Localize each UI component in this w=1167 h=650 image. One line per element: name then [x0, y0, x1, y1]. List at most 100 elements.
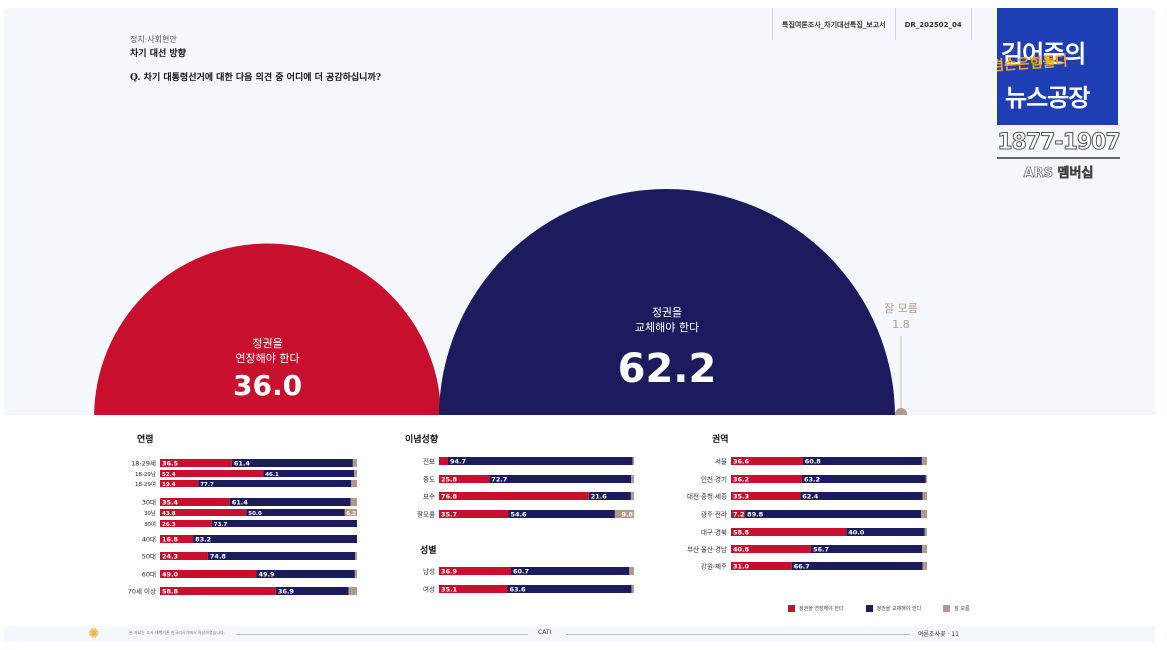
bar-seg-0 — [160, 480, 199, 487]
bar-value-1: 61.4 — [232, 498, 249, 506]
page-footer: ✺ 본 자료는 조사 대행기관 한국리서치에서 작성하였습니다. CATI 여론… — [4, 626, 1155, 642]
bar-value-0: 36.5 — [162, 459, 179, 467]
bars-region: 서울 36.6 60.8 인천·경기 36.2 63.2 대전·충청·세종 35.3 62.4 광… — [687, 457, 927, 571]
bar-label: 18-29남 — [135, 470, 156, 478]
bar-row-age-1: 18-29남 52.4 46.1 — [135, 470, 357, 478]
bar-value-1: 36.9 — [278, 587, 295, 595]
sun-logo-icon: ✺ — [88, 626, 100, 642]
legend-item-extend: 정권을 연장해야 한다 — [788, 605, 844, 612]
bar-value-2: 9.8 — [621, 510, 633, 518]
page-number: 여론조사꽃 · 11 — [918, 631, 959, 638]
bar-seg-2 — [631, 475, 634, 483]
bar-value-1: 74.8 — [210, 552, 227, 560]
bar-value-1: 54.6 — [511, 510, 528, 518]
bar-seg-2 — [925, 475, 927, 483]
bar-seg-2 — [630, 492, 634, 500]
bar-seg-0 — [731, 475, 802, 483]
bar-value-1: 63.2 — [804, 475, 820, 483]
bar-seg-0 — [439, 567, 511, 575]
bars-gender: 남성 36.9 60.7 여성 35.1 63.6 — [423, 567, 634, 594]
logo-line1: 김어준의 — [1001, 40, 1086, 68]
bar-label: 50대 — [142, 553, 156, 561]
bar-seg-0 — [160, 498, 230, 506]
bar-seg-2 — [344, 509, 357, 516]
bubble-replace-line2: 교체해야 한다 — [635, 320, 699, 334]
bar-value-1: 62.4 — [802, 492, 819, 500]
bar-label: 중도 — [423, 476, 435, 484]
bar-label: 대전·충청·세종 — [687, 492, 727, 501]
bar-value-1: 63.6 — [509, 585, 526, 593]
bar-seg-2 — [924, 528, 927, 536]
bar-value-1: 60.8 — [805, 457, 822, 465]
bar-label: 남성 — [423, 567, 435, 576]
bar-value-1: 72.7 — [491, 475, 507, 483]
bar-seg-2 — [355, 552, 357, 560]
page-title: 차기 대선 방향 — [130, 49, 186, 59]
bar-label: 18-29세 — [131, 459, 156, 468]
bar-seg-2 — [354, 470, 357, 477]
bar-value-0: 31.0 — [733, 562, 750, 570]
bubble-replace-line1: 정권을 — [652, 306, 682, 319]
section-title-gender: 성별 — [420, 546, 437, 556]
bubble-extend — [94, 243, 441, 415]
bar-row-region-3: 광주·전라 7.2 89.8 — [701, 510, 927, 519]
bar-seg-0 — [439, 492, 589, 500]
bar-seg-0 — [731, 528, 847, 536]
footer-note: 본 자료는 조사 대행기관 한국리서치에서 작성하였습니다. — [129, 630, 225, 635]
bar-value-1: 66.7 — [794, 562, 810, 570]
report-code: DR_202502_04 — [896, 8, 972, 40]
bar-seg-2 — [632, 457, 634, 465]
bar-value-0: 43.8 — [162, 511, 176, 517]
bar-value-0: 19.4 — [162, 482, 176, 488]
bar-seg-2 — [354, 570, 357, 578]
section-title-region: 권역 — [712, 435, 729, 445]
bar-value-1: 77.7 — [200, 482, 214, 488]
bar-value-0: 35.4 — [162, 498, 179, 506]
bar-label: 인천·경기 — [701, 475, 727, 484]
bar-seg-0 — [731, 562, 792, 570]
bar-value-1: 94.7 — [450, 457, 466, 465]
news-factory-logo: 김어준의 겸손은힘들다 뉴스공장 — [997, 8, 1118, 125]
bar-value-0: 26.3 — [162, 522, 176, 528]
bar-row-age-0: 18-29세 36.5 61.4 — [131, 459, 357, 468]
bar-row-age-7: 50대 24.3 74.8 — [142, 552, 357, 561]
bar-value-1: 49.9 — [259, 570, 276, 578]
bar-label: 광주·전라 — [701, 510, 727, 519]
bar-label: 60대 — [142, 571, 156, 579]
bar-seg-1 — [256, 570, 355, 578]
bar-row-gender-1: 여성 35.1 63.6 — [423, 585, 634, 594]
bar-seg-1 — [489, 475, 632, 483]
chart-legend: 정권을 연장해야 한다 정권을 교체해야 한다 잘 모름 — [788, 605, 970, 612]
report-header-tabs: 특집여론조사_차기대선특집_보고서 DR_202502_04 — [772, 8, 972, 40]
bar-row-region-5: 부산·울산·경남 40.8 56.7 — [687, 545, 927, 554]
bar-label: 30남 — [144, 509, 156, 517]
bar-value-0: 35.3 — [733, 492, 749, 500]
survey-question: Q. 차기 대통령선거에 대한 다음 의견 중 어디에 더 공감하십니까? — [130, 73, 381, 83]
bar-seg-0 — [160, 509, 247, 516]
bar-row-ideology-3: 잘모름 35.7 54.6 9.8 — [417, 510, 634, 519]
bubble-replace — [439, 189, 895, 415]
bar-seg-0 — [160, 520, 212, 527]
bar-seg-0 — [160, 570, 257, 578]
bar-seg-1 — [507, 585, 632, 593]
bar-row-region-1: 인천·경기 36.2 63.2 — [701, 475, 927, 484]
bar-seg-1 — [510, 567, 630, 575]
footer-divider-left — [236, 634, 528, 635]
bar-seg-1 — [211, 520, 357, 527]
bar-seg-0 — [439, 510, 509, 518]
bar-value-0: 16.8 — [162, 535, 179, 543]
bar-seg-1 — [745, 510, 922, 518]
legend-swatch-red — [788, 605, 795, 612]
bubble-extend-line1: 정권을 — [252, 337, 282, 350]
legend-item-unknown: 잘 모름 — [943, 605, 970, 612]
bar-seg-0 — [439, 585, 508, 593]
bubble-extend-line2: 연장해야 한다 — [235, 351, 299, 365]
section-title-ideology: 이념성향 — [405, 435, 439, 445]
bar-row-age-3: 30대 35.4 61.4 — [142, 498, 357, 507]
bar-row-region-4: 대구·경북 58.8 40.0 — [701, 528, 927, 537]
report-name: 특집여론조사_차기대선특집_보고서 — [773, 8, 896, 40]
bar-seg-0 — [439, 475, 490, 483]
bar-seg-0 — [160, 587, 276, 595]
bar-row-ideology-0: 진보 94.7 — [423, 457, 634, 466]
bar-seg-1 — [802, 457, 922, 465]
